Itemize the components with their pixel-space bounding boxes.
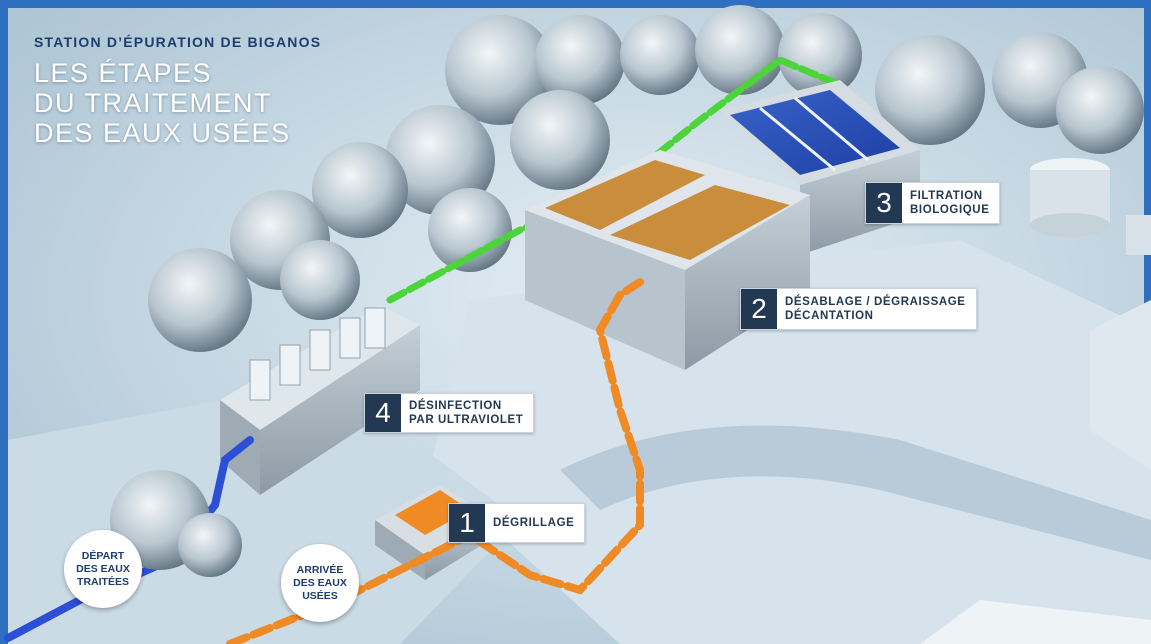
step-text-line: DÉSABLAGE / DÉGRAISSAGE [785,296,966,308]
title-line-1: LES ÉTAPES [34,58,213,88]
title-block: STATION D’ÉPURATION DE BIGANOS LES ÉTAPE… [34,34,321,148]
step-number: 3 [866,183,902,223]
page-title: LES ÉTAPES DU TRAITEMENT DES EAUX USÉES [34,58,321,148]
step-text: DÉSINFECTION PAR ULTRAVIOLET [401,394,533,432]
raw-water-pipe [226,278,644,644]
bubble-line: DÉPART [81,549,125,562]
plant-name: STATION D’ÉPURATION DE BIGANOS [34,34,322,50]
step-number: 1 [449,504,485,542]
road [560,425,1151,560]
step-number: 2 [741,289,777,329]
decantation-building [525,150,810,370]
biological-filtration-building [720,80,920,255]
bubble-line: DES EAUX [76,562,130,575]
outflow-bubble: DÉPART DES EAUX TRAITÉES [64,530,142,608]
step-text: FILTRATION BIOLOGIQUE [902,183,999,223]
step-text-line: PAR ULTRAVIOLET [409,414,524,426]
title-line-3: DES EAUX USÉES [34,118,291,148]
bubble-line: ARRIVÉE [296,563,344,576]
corner-building [920,600,1151,644]
step-label-disinfection: 4 DÉSINFECTION PAR ULTRAVIOLET [364,393,535,433]
step-text-line: FILTRATION [910,190,983,202]
tree-cluster-back [148,5,1144,352]
storage-silos [1030,158,1151,255]
step-text: DÉGRILLAGE [485,504,584,542]
inflow-bubble: ARRIVÉE DES EAUX USÉES [281,544,359,622]
step-text-line: DÉCANTATION [785,310,874,322]
step-text-line: DÉSINFECTION [409,400,502,412]
step-text: DÉSABLAGE / DÉGRAISSAGE DÉCANTATION [777,289,976,329]
step-label-decantation: 2 DÉSABLAGE / DÉGRAISSAGE DÉCANTATION [740,288,977,330]
step-label-filtration: 3 FILTRATION BIOLOGIQUE [865,182,1001,224]
step-number: 4 [365,394,401,432]
step-text-line: BIOLOGIQUE [910,204,990,216]
bubble-line: USÉES [302,589,338,602]
bubble-line: TRAITÉES [77,575,129,588]
tree-cluster-front [110,470,242,577]
bubble-line: DES EAUX [293,576,347,589]
step-label-degrillage: 1 DÉGRILLAGE [448,503,586,543]
right-building [1090,300,1151,470]
step-text-line: DÉGRILLAGE [493,517,575,529]
title-line-2: DU TRAITEMENT [34,88,273,118]
